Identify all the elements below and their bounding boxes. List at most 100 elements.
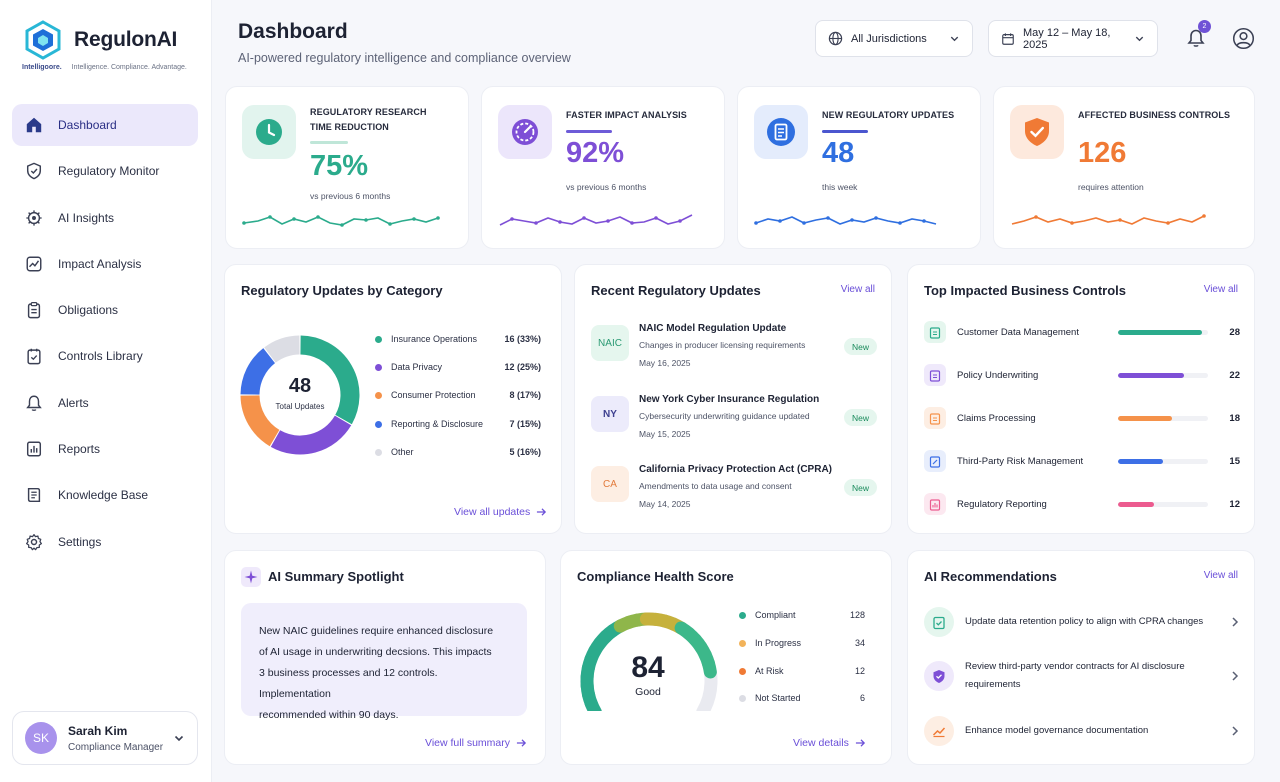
sidebar-item-regulatory-monitor[interactable]: Regulatory Monitor [12,150,198,192]
control-count: 15 [1229,455,1240,467]
recommendation-item[interactable]: Enhance model governance documentation [924,714,1240,748]
update-item[interactable]: CA California Privacy Protection Act (CP… [591,464,877,528]
kpi-note: this week [822,182,858,192]
kpi-sparkline [242,215,440,227]
sidebar-nav: Dashboard Regulatory Monitor AI Insights… [12,104,198,567]
user-profile-menu[interactable]: SK Sarah Kim Compliance Manager [12,711,198,765]
view-details-link[interactable]: View details [793,737,866,749]
sidebar-item-knowledge-base[interactable]: Knowledge Base [12,474,198,516]
view-all-link[interactable]: View all [1203,570,1238,581]
profile-button[interactable] [1232,27,1255,55]
control-row[interactable]: Claims Processing 18 [924,406,1240,430]
health-score: 84 [631,651,665,684]
control-row[interactable]: Regulatory Reporting 12 [924,492,1240,516]
chevron-right-icon [1232,726,1239,736]
clipboard-icon [924,321,946,343]
view-all-link[interactable]: View all [1203,284,1238,295]
card-title: Recent Regulatory Updates [591,283,761,298]
control-row[interactable]: Policy Underwriting 22 [924,363,1240,387]
sidebar-item-impact-analysis[interactable]: Impact Analysis [12,243,198,285]
control-name: Third-Party Risk Management [957,455,1084,467]
arrow-right-icon [855,739,865,747]
kpi-sparkline [754,216,937,225]
brand-logo[interactable]: RegulonAI [24,20,177,60]
trend-icon [924,716,954,746]
recommendation-text: Enhance model governance documentation [965,725,1149,736]
view-all-link[interactable]: View all [840,284,875,295]
control-bar-track [1118,458,1208,464]
update-title: NAIC Model Regulation Update [639,323,787,334]
donut-segment [240,348,276,396]
document-icon [767,118,795,146]
kpi-icon-box [754,105,808,159]
user-role: Compliance Manager [68,741,164,753]
control-count: 12 [1229,498,1240,510]
sidebar-item-obligations[interactable]: Obligations [12,289,198,331]
kpi-card-controls[interactable]: AFFECTED BUSINESS CONTROLS 126 requires … [993,86,1255,249]
kpi-title: AFFECTED BUSINESS CONTROLS [1078,110,1231,120]
chevron-right-icon [1232,671,1239,681]
status-badge: New [843,409,877,426]
control-count: 22 [1229,369,1240,381]
sidebar-item-ai-insights[interactable]: AI Insights [12,197,198,239]
notification-badge: 2 [1198,20,1211,33]
sidebar-item-label: Knowledge Base [58,488,149,503]
hexagon-logo-icon [25,20,61,60]
legend-dot [739,639,746,647]
view-all-updates-link[interactable]: View all updates [454,506,547,518]
clipboard-check-icon [924,607,954,637]
legend-dot [739,611,746,619]
sidebar-item-label: Settings [58,534,102,549]
kpi-value: 75% [310,150,369,182]
legend-dot [375,391,382,399]
page-subtitle: AI-powered regulatory intelligence and c… [238,51,571,65]
user-circle-icon [1232,27,1255,50]
chevron-down-icon [1135,36,1144,42]
ai-chip-icon [26,209,42,226]
update-date: May 16, 2025 [639,358,691,368]
recommendation-item[interactable]: Review third-party vendor contracts for … [924,659,1240,693]
speedometer-icon [512,119,538,145]
recommendation-item[interactable]: Update data retention policy to align wi… [924,605,1240,639]
user-name: Sarah Kim [68,723,128,738]
donut-segment [299,335,360,425]
control-count: 18 [1229,412,1240,424]
sidebar-item-controls-library[interactable]: Controls Library [12,335,198,377]
sidebar-item-settings[interactable]: Settings [12,521,198,563]
kpi-card-research[interactable]: REGULATORY RESEARCH TIME REDUCTION 75% vs… [225,86,469,249]
sidebar-item-dashboard[interactable]: Dashboard [12,104,198,146]
recommendation-text: Update data retention policy to align wi… [965,616,1204,627]
jurisdiction-select[interactable]: All Jurisdictions [815,20,973,57]
kpi-sparkline [499,214,693,226]
sidebar-item-reports[interactable]: Reports [12,428,198,470]
gear-icon [25,533,43,550]
card-title: Regulatory Updates by Category [241,283,443,298]
date-range-select[interactable]: May 12 – May 18, 2025 [988,20,1158,57]
kpi-card-impact[interactable]: FASTER IMPACT ANALYSIS 92% vs previous 6… [481,86,725,249]
view-full-summary-link[interactable]: View full summary [425,737,527,749]
sidebar-item-label: Obligations [58,303,119,318]
donut-total-label: Total Updates [275,402,325,411]
kpi-card-updates[interactable]: NEW REGULATORY UPDATES 48 this week [737,86,981,249]
control-name: Policy Underwriting [957,369,1039,381]
kpi-title: FASTER IMPACT ANALYSIS [566,110,687,120]
update-item[interactable]: NAIC NAIC Model Regulation Update Change… [591,323,877,387]
sidebar-item-alerts[interactable]: Alerts [12,382,198,424]
control-row[interactable]: Third-Party Risk Management 15 [924,449,1240,473]
update-date: May 14, 2025 [639,499,691,509]
sidebar-item-label: Impact Analysis [58,256,142,271]
control-row[interactable]: Customer Data Management 28 [924,320,1240,344]
shield-icon [924,661,954,691]
kpi-note: vs previous 6 months [566,182,647,192]
update-item[interactable]: NY New York Cyber Insurance Regulation C… [591,394,877,458]
health-label: Good [635,686,661,698]
legend-item: Reporting & Disclosure 7 (15%) [375,419,541,429]
globe-icon [828,31,843,46]
ai-summary-text: New NAIC guidelines require enhanced dis… [241,603,527,721]
bell-icon [1187,29,1205,47]
notifications-button[interactable]: 2 [1186,20,1211,53]
jurisdiction-value: All Jurisdictions [851,32,927,45]
chevron-down-icon [950,36,959,42]
brand-tagline: Intelligence. Compliance. Advantage. [71,64,187,71]
clipboard-icon [924,407,946,429]
